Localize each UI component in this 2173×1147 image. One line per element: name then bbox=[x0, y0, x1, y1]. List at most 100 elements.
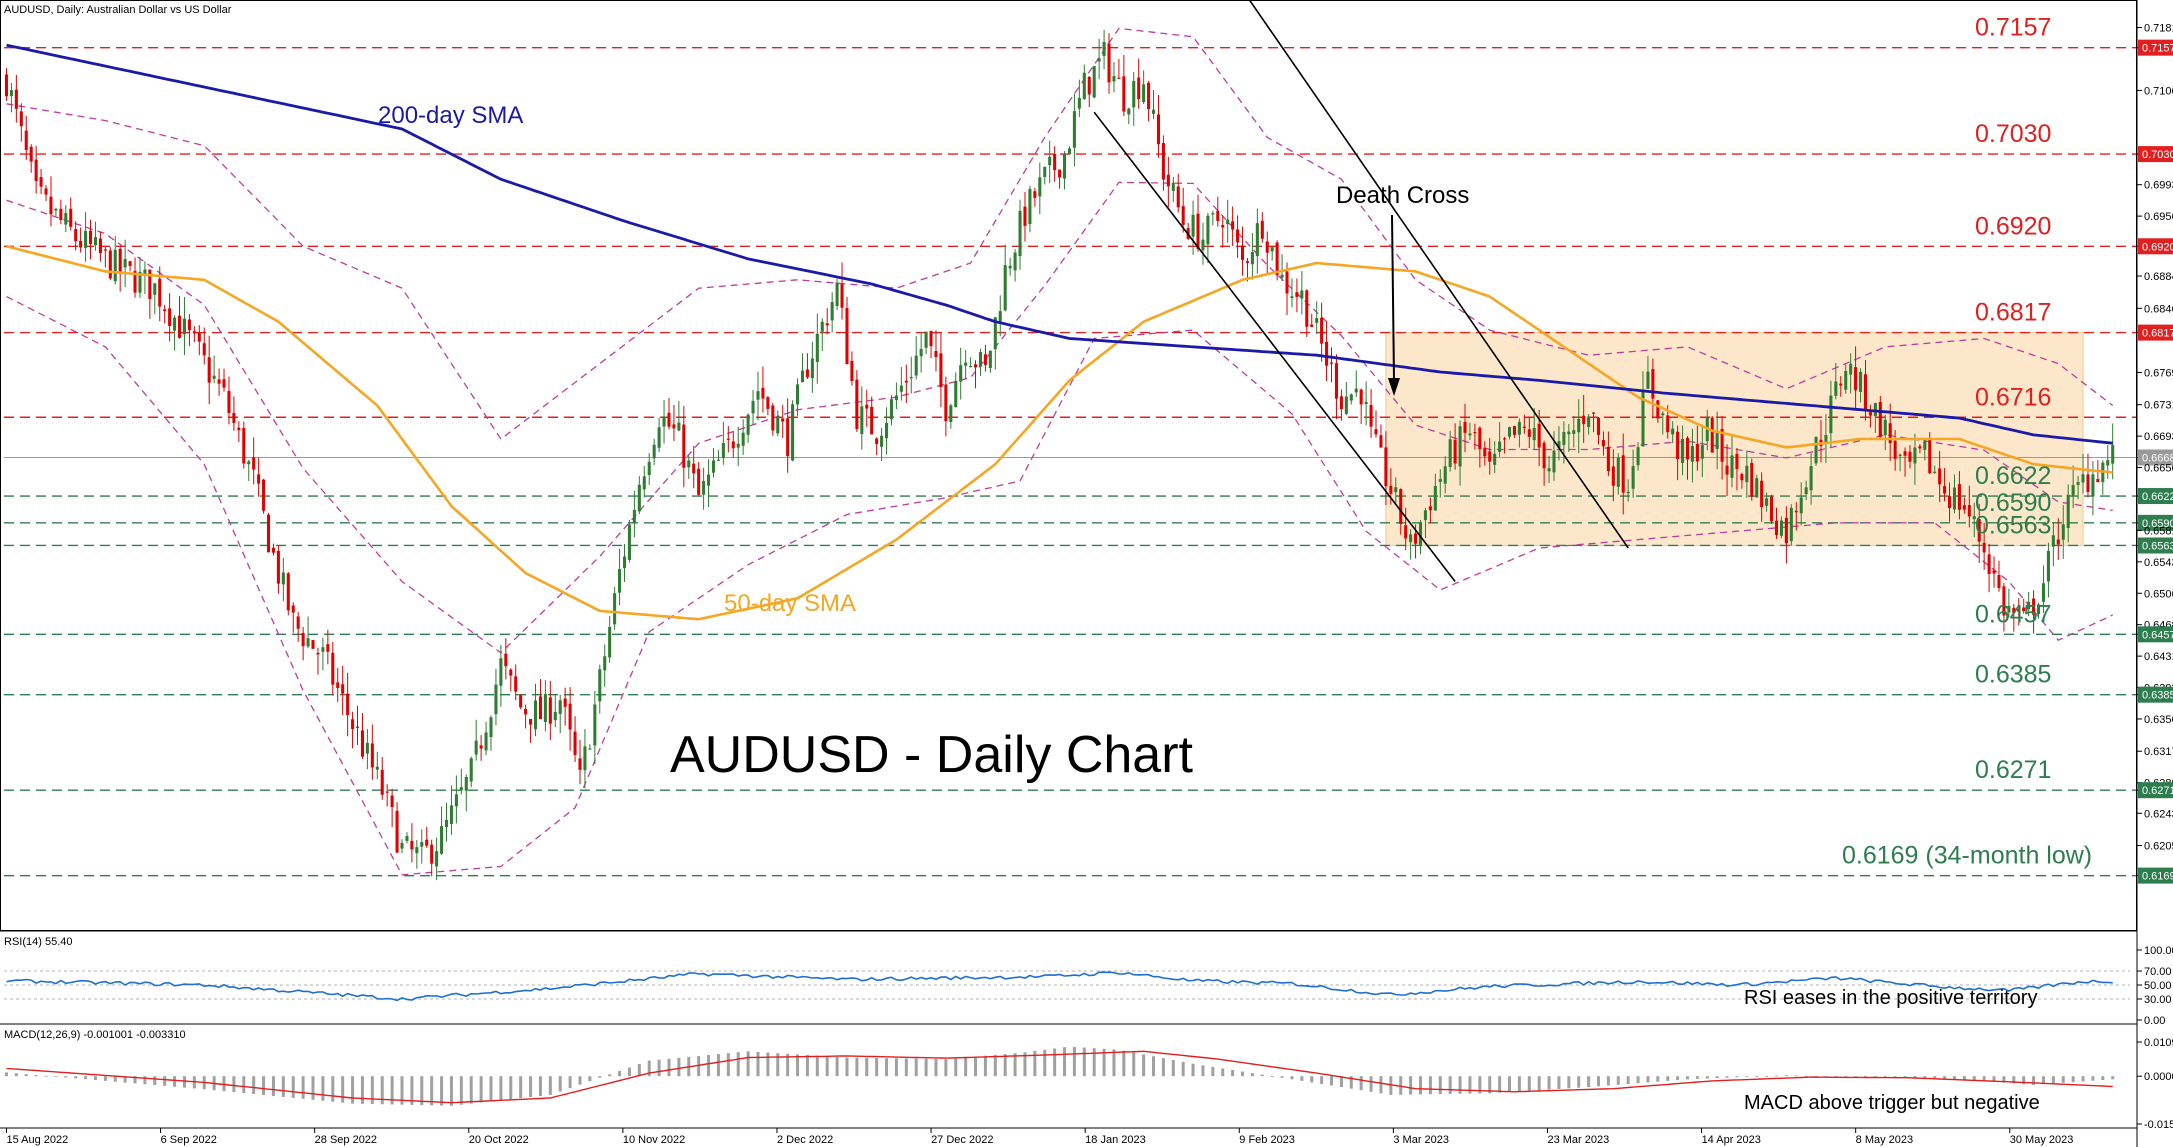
rsi-tick-label: 50.00 bbox=[2144, 980, 2172, 992]
candle-bear bbox=[1428, 506, 1432, 511]
macd-bar bbox=[716, 1054, 720, 1077]
candle-bear bbox=[1868, 412, 1872, 416]
macd-bar bbox=[1102, 1048, 1106, 1077]
candle-bull bbox=[2106, 460, 2110, 466]
macd-bar bbox=[1577, 1076, 1581, 1088]
macd-bar bbox=[410, 1076, 414, 1105]
candle-bear bbox=[1878, 401, 1882, 438]
candle-bull bbox=[2091, 474, 2095, 497]
candle-bull bbox=[969, 365, 973, 368]
macd-bar bbox=[637, 1064, 641, 1077]
macd-bar bbox=[173, 1076, 177, 1087]
descending-channel bbox=[1093, 0, 1629, 583]
candle-bull bbox=[914, 355, 918, 376]
macd-bar bbox=[93, 1076, 97, 1081]
macd-bar bbox=[14, 1073, 18, 1077]
candle-bear bbox=[1863, 374, 1868, 410]
macd-bar bbox=[1379, 1076, 1383, 1094]
macd-bar bbox=[825, 1056, 829, 1077]
price-tick-label: 0.65810 bbox=[2144, 525, 2173, 537]
macd-bar bbox=[529, 1076, 533, 1098]
macd-bar bbox=[875, 1057, 879, 1077]
candle-bull bbox=[924, 331, 928, 348]
candle-bull bbox=[736, 443, 740, 448]
candle-bull bbox=[1344, 396, 1348, 414]
price-tag bbox=[2138, 324, 2173, 341]
candle-bear bbox=[548, 697, 552, 724]
candle-bear bbox=[514, 676, 518, 692]
candle-bear bbox=[1977, 519, 1981, 542]
candle-bear bbox=[2012, 607, 2016, 614]
candle-bull bbox=[1132, 80, 1136, 108]
macd-bar bbox=[1063, 1047, 1067, 1077]
macd-panel: 0.010986 0.000000 -0.015353 bbox=[4, 1037, 2173, 1131]
macd-bar bbox=[2091, 1076, 2095, 1081]
candle-bull bbox=[474, 740, 478, 755]
price-tag bbox=[2138, 488, 2173, 505]
candle-bear bbox=[1107, 43, 1111, 83]
macd-bar bbox=[311, 1076, 315, 1100]
macd-bar bbox=[1161, 1058, 1165, 1077]
macd-note: MACD above trigger but negative bbox=[1744, 1092, 2040, 1114]
candle-bear bbox=[1750, 462, 1754, 497]
macd-bar bbox=[697, 1055, 701, 1077]
candle-bear bbox=[360, 730, 364, 757]
candle-bull bbox=[1418, 522, 1423, 546]
price-tag bbox=[2138, 39, 2173, 56]
macd-bar bbox=[331, 1076, 335, 1102]
macd-bar bbox=[1389, 1076, 1393, 1095]
candle-bull bbox=[1933, 471, 1937, 473]
macd-bar bbox=[855, 1057, 859, 1077]
macd-bar bbox=[1458, 1076, 1462, 1094]
candle-bear bbox=[276, 550, 280, 584]
candle-bull bbox=[909, 377, 913, 379]
candle-bear bbox=[934, 351, 938, 357]
macd-bar bbox=[1587, 1076, 1591, 1088]
candle-bull bbox=[1700, 445, 1704, 459]
support-resistance-lines bbox=[4, 46, 2136, 877]
candle-bear bbox=[346, 693, 350, 716]
candle-bear bbox=[1374, 429, 1378, 435]
candle-bear bbox=[1784, 517, 1788, 544]
candle-bear bbox=[1245, 261, 1249, 263]
macd-bar bbox=[815, 1055, 819, 1077]
candle-bear bbox=[1166, 174, 1170, 187]
candle-bull bbox=[1171, 182, 1175, 191]
macd-bar bbox=[380, 1076, 384, 1105]
candle-bull bbox=[1142, 84, 1146, 103]
macd-bar bbox=[1715, 1076, 1719, 1079]
level-label: 0.6385 bbox=[1975, 661, 2051, 689]
macd-bar bbox=[707, 1055, 711, 1077]
candle-bear bbox=[563, 698, 567, 707]
candle-bear bbox=[1774, 520, 1779, 536]
candle-bear bbox=[850, 360, 854, 382]
macd-bar bbox=[835, 1056, 839, 1077]
macd-bar bbox=[74, 1076, 78, 1079]
candle-bull bbox=[454, 794, 458, 807]
candle-bull bbox=[1789, 507, 1793, 542]
candle-bull bbox=[583, 746, 587, 771]
candle-bull bbox=[1354, 388, 1358, 393]
macd-bar bbox=[1409, 1076, 1413, 1095]
macd-bar bbox=[430, 1076, 434, 1106]
candle-bear bbox=[1962, 505, 1966, 510]
macd-bar bbox=[974, 1056, 978, 1077]
candle-bull bbox=[687, 460, 691, 468]
level-label: 0.6716 bbox=[1975, 383, 2051, 411]
candle-bear bbox=[1176, 186, 1180, 208]
candle-bear bbox=[870, 406, 874, 435]
price-tick-label: 0.66935 bbox=[2144, 431, 2173, 443]
macd-bar bbox=[479, 1076, 483, 1103]
candle-bull bbox=[1349, 394, 1353, 401]
rsi-tick-label: 0.00 bbox=[2144, 1015, 2165, 1027]
level-label: 0.7157 bbox=[1975, 14, 2051, 42]
candle-bull bbox=[1493, 453, 1497, 465]
candle-bull bbox=[138, 271, 142, 293]
macd-bar bbox=[182, 1076, 186, 1088]
candle-bear bbox=[1770, 496, 1774, 522]
macd-bar bbox=[1043, 1049, 1047, 1077]
candle-bull bbox=[1616, 457, 1620, 487]
